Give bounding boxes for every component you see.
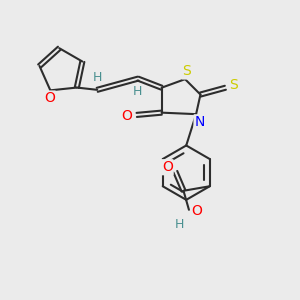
Text: S: S [229,79,237,92]
Text: O: O [192,204,203,218]
Text: N: N [194,115,205,129]
Text: S: S [182,64,191,79]
Text: O: O [44,92,55,106]
Text: H: H [92,70,102,84]
Text: H: H [175,218,184,231]
Text: O: O [162,160,172,174]
Text: O: O [121,109,132,123]
Text: H: H [133,85,142,98]
